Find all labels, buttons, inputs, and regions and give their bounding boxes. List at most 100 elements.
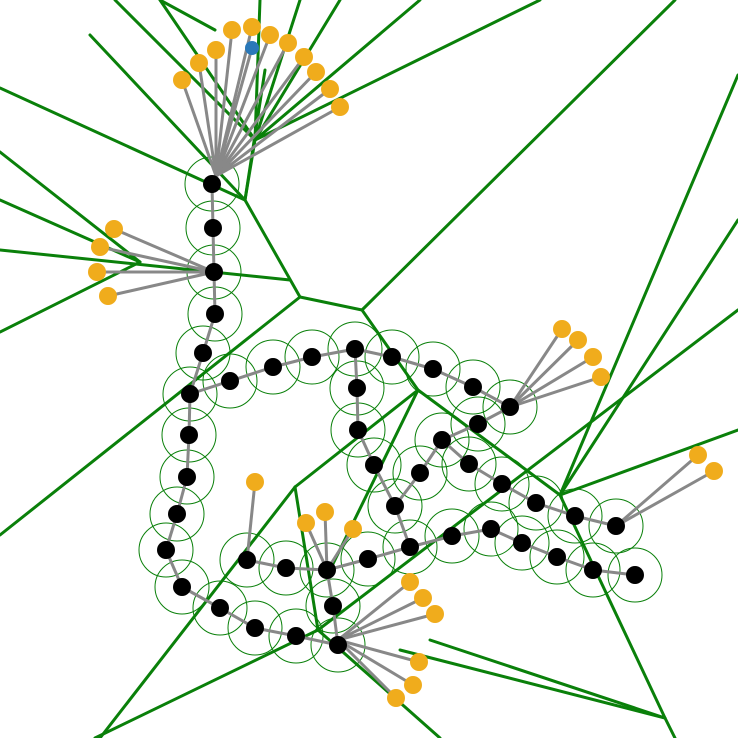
node-halo bbox=[364, 329, 420, 385]
spine-node bbox=[527, 494, 545, 512]
spine-node bbox=[246, 619, 264, 637]
spine-node bbox=[168, 505, 186, 523]
node-halo bbox=[441, 436, 497, 492]
leaf-node bbox=[91, 238, 109, 256]
leaf-node bbox=[295, 48, 313, 66]
leaf-node bbox=[689, 446, 707, 464]
voronoi-edge-31 bbox=[243, 138, 257, 202]
spoke-edge bbox=[245, 481, 257, 561]
voronoi-edge-11 bbox=[98, 485, 297, 738]
node-halo bbox=[346, 437, 402, 493]
node-halo bbox=[482, 379, 538, 435]
spoke-edge bbox=[508, 338, 580, 409]
spine-node bbox=[401, 538, 419, 556]
node-halo bbox=[138, 522, 194, 578]
spine-node bbox=[626, 566, 644, 584]
spine-node bbox=[181, 385, 199, 403]
leaf-node bbox=[387, 689, 405, 707]
voronoi-edge-1 bbox=[0, 150, 142, 264]
leaf-node bbox=[404, 676, 422, 694]
voronoi-edge-21 bbox=[398, 648, 667, 720]
node-halo bbox=[494, 515, 550, 571]
leaf-node bbox=[88, 263, 106, 281]
spine-node bbox=[584, 561, 602, 579]
node-halo bbox=[588, 498, 644, 554]
node-halo bbox=[284, 329, 340, 385]
spoke-edge bbox=[615, 453, 699, 528]
spoke-edge bbox=[337, 638, 420, 664]
spine-node bbox=[329, 636, 347, 654]
leaf-node bbox=[261, 26, 279, 44]
voronoi-edge-32 bbox=[158, 0, 217, 32]
node-halo bbox=[392, 445, 448, 501]
spoke-edge bbox=[615, 469, 715, 528]
spoke-edge bbox=[214, 56, 306, 177]
node-halo bbox=[310, 617, 366, 673]
leaf-node bbox=[279, 34, 297, 52]
leaf-node bbox=[592, 368, 610, 386]
node-halo bbox=[305, 578, 361, 634]
spine-node bbox=[205, 263, 223, 281]
spoke-edge bbox=[323, 511, 329, 571]
spine-node bbox=[359, 550, 377, 568]
voronoi-edge-7 bbox=[298, 295, 364, 312]
node-halo bbox=[529, 529, 585, 585]
node-halo bbox=[154, 559, 210, 615]
spine-node bbox=[346, 340, 364, 358]
voronoi-edge-35 bbox=[428, 638, 667, 720]
spine-node bbox=[180, 426, 198, 444]
leaf-node bbox=[316, 503, 334, 521]
spine-node bbox=[349, 421, 367, 439]
spoke-edge bbox=[197, 62, 218, 177]
leaf-node bbox=[99, 287, 117, 305]
spine-node bbox=[365, 456, 383, 474]
voronoi-edge-15 bbox=[416, 388, 562, 497]
leaf-node bbox=[321, 80, 339, 98]
spoke-edge bbox=[509, 355, 594, 409]
leaf-node bbox=[243, 18, 261, 36]
node-halo bbox=[463, 501, 519, 557]
spine-node bbox=[173, 578, 191, 596]
spine-node bbox=[318, 561, 336, 579]
spine-node bbox=[324, 597, 342, 615]
spine-node bbox=[303, 348, 321, 366]
node-halo bbox=[268, 608, 324, 664]
node-halo bbox=[367, 478, 423, 534]
spine-node bbox=[607, 517, 625, 535]
spoke-edge bbox=[215, 87, 331, 178]
spine-node bbox=[383, 348, 401, 366]
voronoi-edge-3 bbox=[0, 260, 142, 334]
node-halo bbox=[405, 341, 461, 397]
leaf-node bbox=[331, 98, 349, 116]
leaf-node bbox=[553, 320, 571, 338]
voronoi-edge-8 bbox=[360, 0, 677, 312]
spine-node bbox=[277, 559, 295, 577]
node-halo bbox=[508, 475, 564, 531]
node-halo bbox=[547, 488, 603, 544]
spoke-edge bbox=[214, 42, 290, 177]
spine-node bbox=[501, 398, 519, 416]
spine-node bbox=[460, 455, 478, 473]
spine-node bbox=[493, 475, 511, 493]
spine-node bbox=[548, 548, 566, 566]
leaf-node bbox=[344, 520, 362, 538]
spine-node bbox=[469, 415, 487, 433]
spine-node bbox=[513, 534, 531, 552]
spine-node bbox=[566, 507, 584, 525]
spoke-edge bbox=[113, 227, 215, 274]
root-node bbox=[245, 41, 259, 55]
spoke-edge bbox=[214, 29, 234, 177]
spine-node bbox=[411, 464, 429, 482]
node-halo bbox=[450, 396, 506, 452]
voronoi-edge-19 bbox=[558, 493, 667, 720]
spine-node bbox=[264, 358, 282, 376]
node-halo bbox=[192, 580, 248, 636]
spoke-edge bbox=[337, 612, 436, 642]
node-halo bbox=[424, 508, 480, 564]
spine-node bbox=[238, 551, 256, 569]
leaf-node bbox=[705, 462, 723, 480]
node-halo bbox=[607, 547, 663, 603]
voronoi-edge-30 bbox=[253, 0, 542, 142]
